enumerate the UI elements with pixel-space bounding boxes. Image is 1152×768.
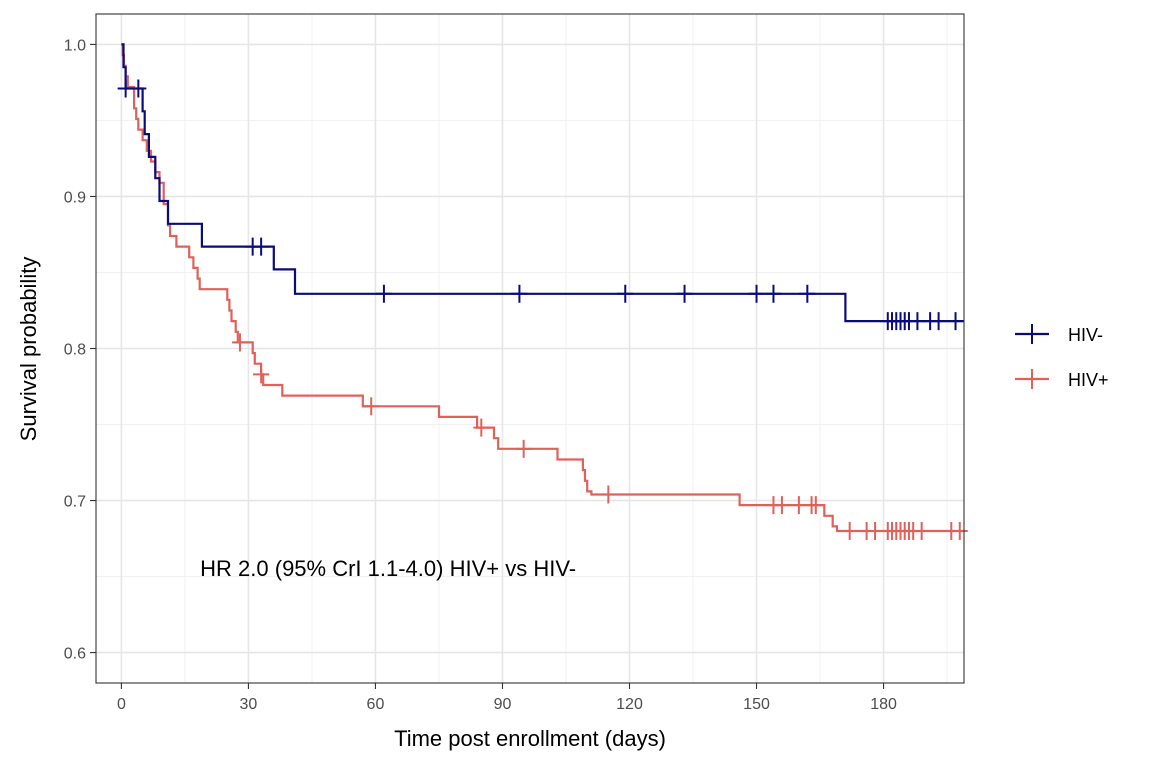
y-tick-label: 1.0: [64, 37, 86, 54]
x-tick-label: 30: [240, 696, 258, 713]
y-tick-label: 0.9: [64, 189, 86, 206]
x-tick-label: 60: [367, 696, 385, 713]
hazard-ratio-annotation: HR 2.0 (95% CrI 1.1-4.0) HIV+ vs HIV-: [200, 556, 576, 581]
y-axis-title: Survival probability: [16, 257, 41, 442]
legend-label: HIV-: [1068, 325, 1103, 345]
axes: 0 30 60 90 120 150 180 0.6 0.7 0.8 0.9 1.0: [64, 37, 897, 713]
y-tick-label: 0.7: [64, 494, 86, 511]
survival-curve-HIV+: [121, 43, 964, 533]
x-tick-label: 0: [117, 696, 126, 713]
x-tick-label: 90: [494, 696, 512, 713]
legend-label: HIV+: [1068, 370, 1109, 390]
x-tick-label: 120: [616, 696, 643, 713]
grid: [96, 14, 964, 683]
y-tick-label: 0.6: [64, 646, 86, 663]
legend: HIV- HIV+: [1015, 324, 1109, 390]
series-group: [117, 43, 968, 540]
x-axis-title: Time post enrollment (days): [394, 726, 666, 751]
y-tick-label: 0.8: [64, 342, 86, 359]
x-tick-label: 150: [743, 696, 770, 713]
x-tick-label: 180: [870, 696, 897, 713]
